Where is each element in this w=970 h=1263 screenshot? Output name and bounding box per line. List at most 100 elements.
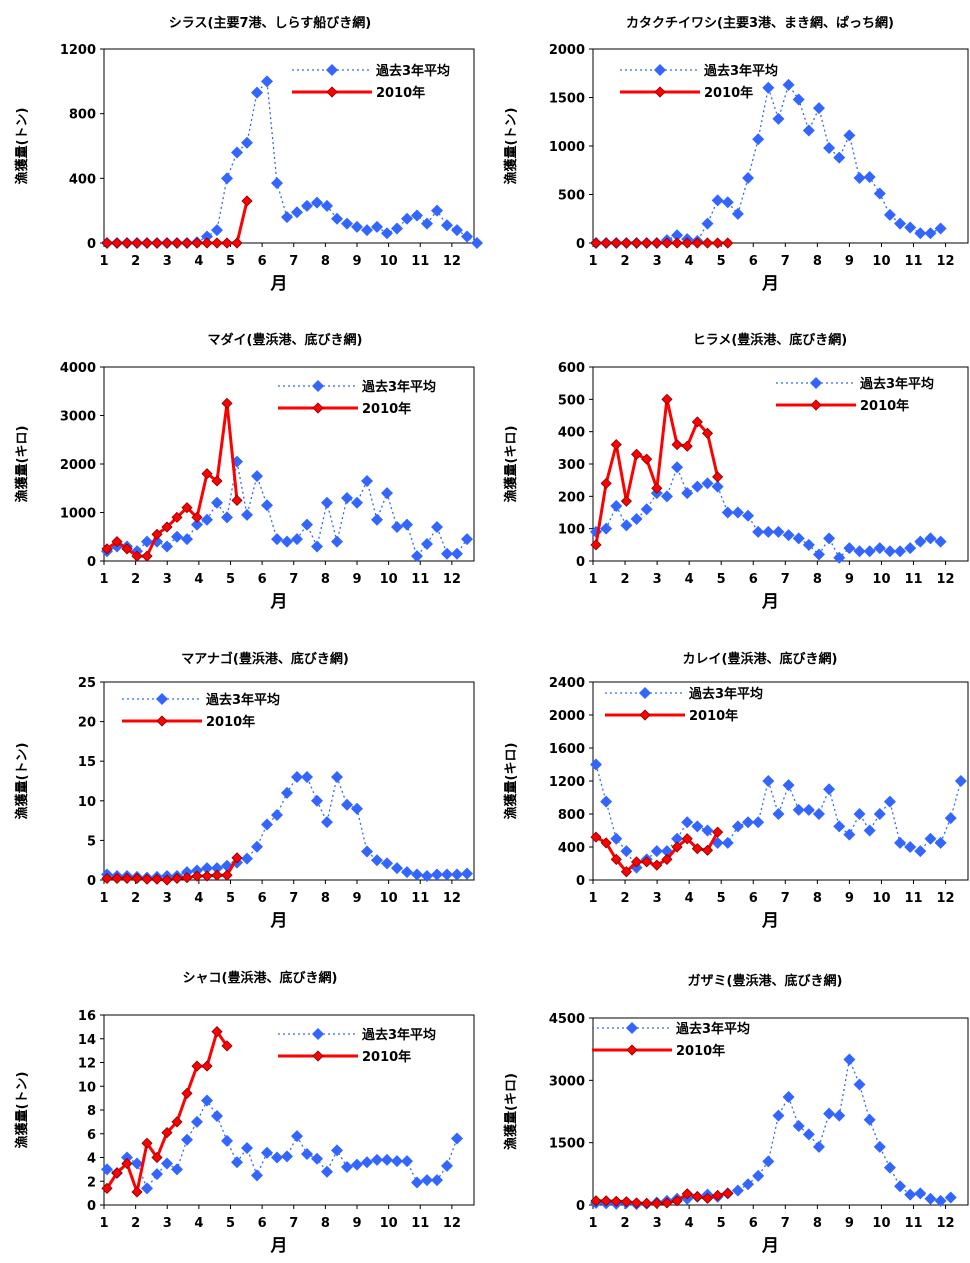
data-point (271, 533, 283, 546)
legend-entry: 過去3年平均 (278, 379, 436, 395)
legend-marker (654, 64, 666, 76)
data-point (853, 1078, 866, 1091)
data-point (221, 237, 233, 249)
data-point (441, 1159, 453, 1172)
data-point (610, 439, 622, 451)
data-point (641, 453, 653, 465)
data-point (211, 1109, 223, 1122)
data-point (381, 1153, 393, 1166)
data-point (812, 1140, 825, 1153)
data-point (823, 783, 836, 796)
data-point (671, 237, 683, 249)
data-point (131, 1157, 143, 1170)
data-point (742, 1178, 755, 1191)
data-point (201, 1060, 213, 1072)
y-tick-label: 15 (78, 755, 96, 770)
x-tick-label: 1 (99, 1216, 108, 1231)
y-tick-label: 1500 (549, 92, 585, 107)
data-point (712, 1189, 724, 1202)
data-point (211, 475, 223, 487)
x-tick-label: 2 (131, 891, 140, 906)
y-tick-label: 1200 (60, 43, 96, 58)
legend-label: 2010年 (676, 1043, 725, 1059)
data-point (924, 227, 937, 240)
data-point (231, 146, 243, 159)
data-point (141, 237, 153, 249)
data-point (660, 490, 673, 503)
legend-label: 過去3年平均 (859, 376, 934, 392)
legend-entry: 過去3年平均 (122, 692, 280, 708)
data-point (281, 535, 293, 548)
series-past-3yr-avg (590, 1053, 957, 1211)
data-point (181, 502, 193, 514)
data-point (441, 219, 453, 232)
data-point (681, 1188, 693, 1200)
data-point (451, 547, 463, 560)
data-point (843, 129, 856, 142)
data-point (792, 532, 805, 545)
legend-entry: 過去3年平均 (620, 63, 778, 79)
data-point (590, 237, 602, 249)
x-tick-label: 6 (258, 572, 267, 587)
data-point (863, 171, 876, 184)
x-tick-label: 9 (352, 572, 361, 587)
data-point (904, 221, 917, 234)
y-axis-label: 漁獲量(トン) (503, 108, 519, 185)
plot-area (103, 681, 475, 881)
series-year-2010 (590, 1187, 734, 1209)
data-point (131, 872, 143, 884)
x-tick-label: 5 (717, 572, 726, 587)
x-tick-label: 6 (258, 891, 267, 906)
data-point (141, 1137, 153, 1149)
data-point (151, 237, 163, 249)
data-point (161, 540, 173, 553)
plot-area (592, 1017, 969, 1206)
data-point (361, 224, 373, 237)
data-point (671, 1195, 683, 1207)
data-point (762, 81, 775, 94)
chart-title: マダイ(豊浜港、底びき網) (208, 332, 363, 348)
y-tick-label: 16 (78, 1009, 96, 1024)
y-tick-label: 0 (87, 555, 96, 570)
data-point (772, 808, 785, 820)
data-point (671, 461, 684, 474)
data-point (853, 545, 866, 558)
data-point (141, 1182, 153, 1195)
data-point (600, 795, 613, 808)
x-tick-label: 12 (443, 572, 461, 587)
data-point (201, 468, 213, 480)
legend-entry: 2010年 (278, 1049, 411, 1065)
data-point (141, 873, 153, 885)
data-point (181, 1133, 193, 1146)
data-point (241, 136, 253, 149)
data-point (161, 1126, 173, 1139)
legend-label: 2010年 (860, 398, 909, 414)
legend-label: 2010年 (689, 708, 738, 724)
data-point (321, 199, 333, 212)
x-tick-label: 1 (99, 891, 108, 906)
y-tick-label: 400 (558, 841, 585, 856)
data-point (731, 207, 744, 220)
data-point (701, 824, 714, 837)
data-point (211, 862, 223, 875)
data-point (782, 779, 795, 792)
data-point (752, 1169, 765, 1182)
data-point (291, 533, 303, 546)
data-point (944, 1191, 957, 1204)
data-point (341, 1161, 353, 1173)
data-point (361, 845, 373, 858)
x-tick-label: 5 (717, 1216, 726, 1231)
x-tick-label: 5 (717, 891, 726, 906)
data-point (261, 499, 273, 512)
y-tick-label: 0 (87, 1199, 96, 1214)
y-tick-label: 0 (576, 1199, 585, 1214)
data-point (701, 1192, 714, 1204)
x-tick-label: 5 (226, 891, 235, 906)
data-point (904, 1188, 917, 1201)
y-tick-label: 100 (558, 523, 585, 538)
x-tick-label: 11 (904, 1216, 922, 1231)
x-tick-label: 4 (194, 1216, 203, 1231)
data-point (772, 112, 785, 125)
x-tick-label: 11 (904, 572, 922, 587)
